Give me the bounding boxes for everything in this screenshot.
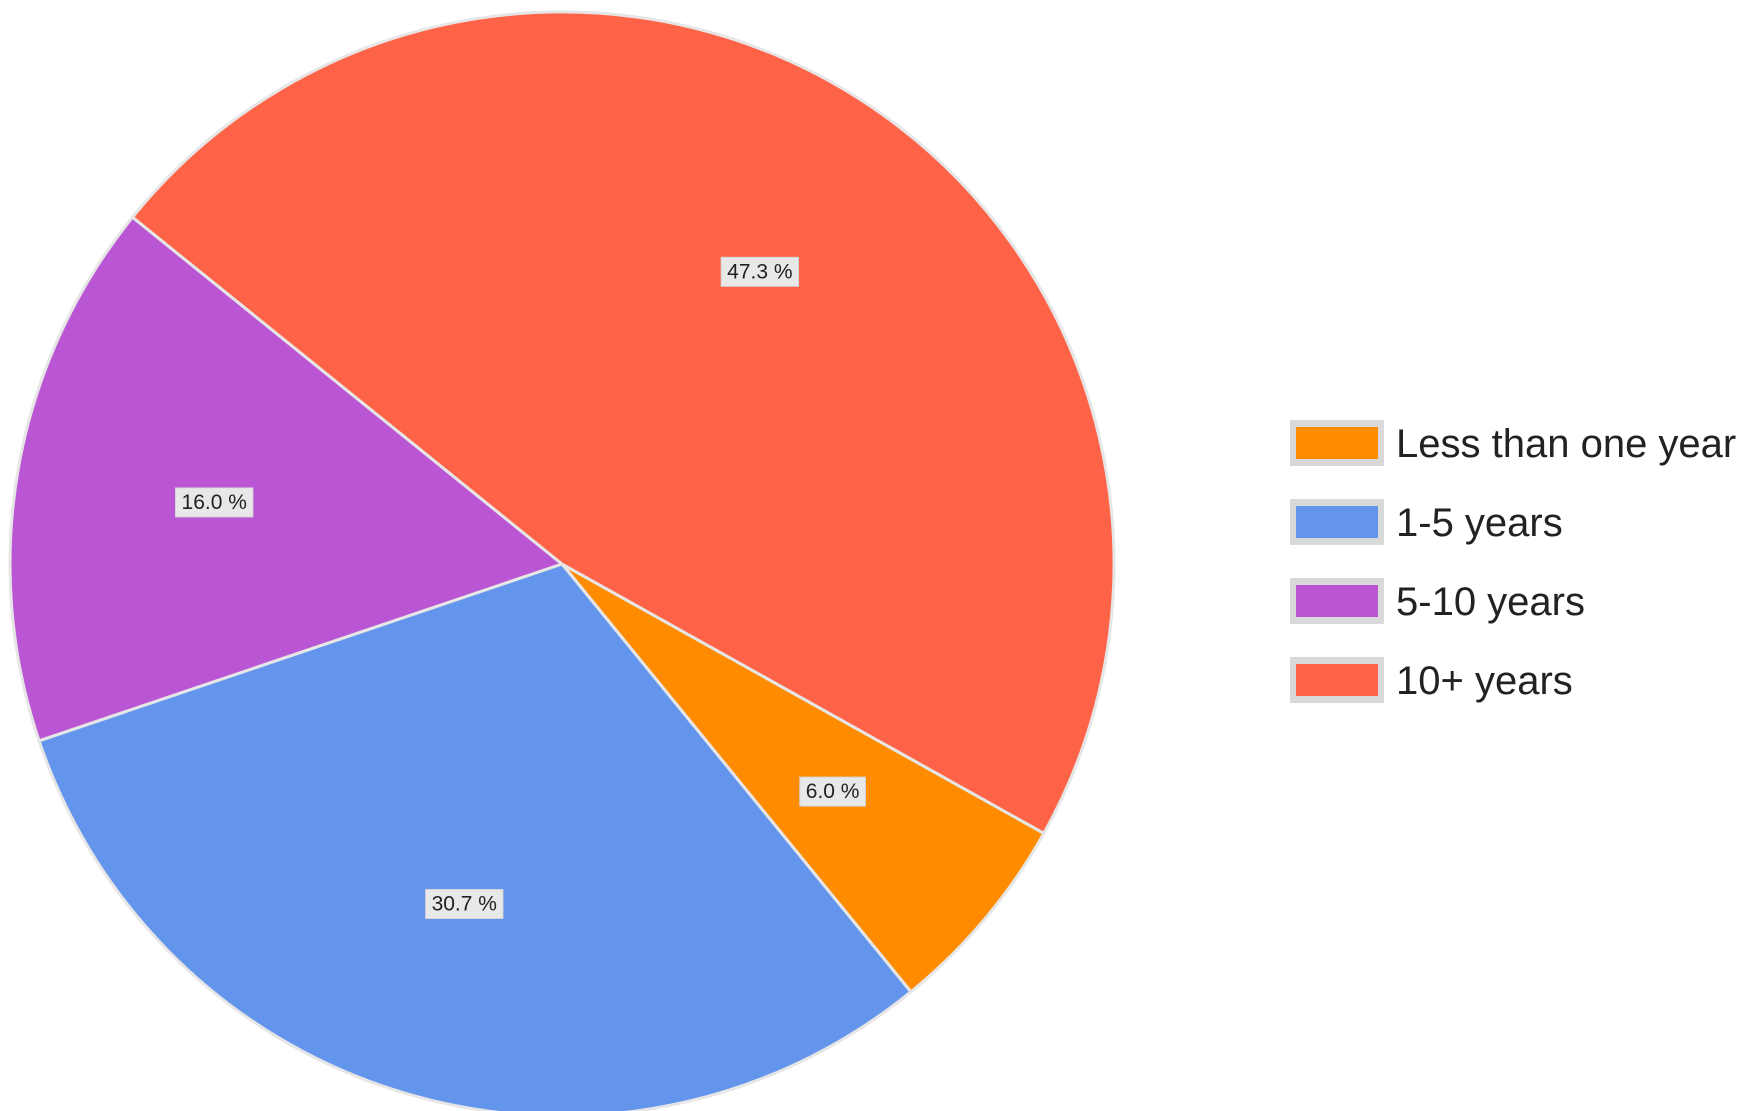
legend-item-10-years: 10+ years	[1290, 657, 1573, 703]
legend-swatch	[1296, 427, 1378, 459]
data-label-less-than-one-year: 6.0 %	[799, 776, 866, 807]
data-label-10-years: 47.3 %	[720, 256, 800, 287]
legend: Less than one year 1-5 years 5-10 years 10+…	[1290, 420, 1736, 703]
legend-swatch	[1296, 585, 1378, 617]
legend-swatch	[1296, 664, 1378, 696]
svg-text:30.7 %: 30.7 %	[432, 892, 497, 915]
legend-item-5-10-years: 5-10 years	[1290, 578, 1585, 624]
svg-text:16.0 %: 16.0 %	[182, 491, 247, 514]
pie-slices	[8, 10, 1116, 1111]
legend-label: Less than one year	[1396, 422, 1736, 466]
svg-text:47.3 %: 47.3 %	[727, 260, 792, 283]
svg-text:6.0 %: 6.0 %	[806, 780, 860, 803]
legend-label: 10+ years	[1396, 659, 1573, 703]
pie-data-labels: 6.0 % 30.7 % 16.0 % 47.3 %	[175, 256, 866, 919]
legend-swatch	[1296, 506, 1378, 538]
legend-label: 1-5 years	[1396, 501, 1563, 545]
legend-item-less-than-one-year: Less than one year	[1290, 420, 1736, 466]
legend-item-1-5-years: 1-5 years	[1290, 499, 1563, 545]
data-label-5-10-years: 16.0 %	[175, 487, 254, 518]
pie-slice-1-5-years	[37, 562, 913, 1111]
data-label-1-5-years: 30.7 %	[425, 888, 504, 919]
pie-slice-10-years	[130, 10, 1116, 836]
pie-slice-5-10-years	[8, 215, 566, 743]
legend-label: 5-10 years	[1396, 580, 1585, 624]
